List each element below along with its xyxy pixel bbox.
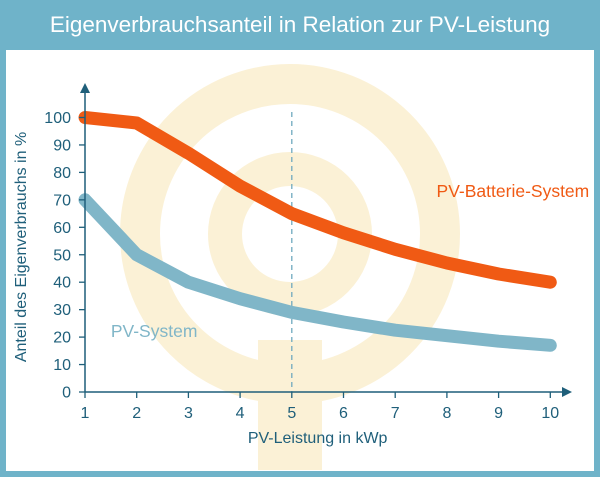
y-tick-label: 80 <box>53 165 71 182</box>
y-tick-label: 20 <box>53 330 71 347</box>
y-tick-label: 10 <box>53 357 71 374</box>
title-bar: Eigenverbrauchsanteil in Relation zur PV… <box>0 0 600 50</box>
y-tick-label: 40 <box>53 275 71 292</box>
y-tick-label: 50 <box>53 247 71 264</box>
x-tick-label: 2 <box>132 405 141 422</box>
watermark-logo <box>120 64 460 470</box>
x-tick-label: 6 <box>339 405 348 422</box>
series-label-pv-batterie-system: PV-Batterie-System <box>437 181 590 201</box>
line-chart: 1 2 3 4 5 6 7 8 9 10 0 10 20 30 40 50 60 70 80 90 100 PV-Ba… <box>13 64 589 470</box>
x-tick-label: 7 <box>391 405 400 422</box>
x-tick-label: 5 <box>287 405 296 422</box>
series-line-pv-system <box>78 193 557 352</box>
series-line-pv-batterie-system <box>78 111 557 289</box>
y-ticks: 0 10 20 30 40 50 60 70 80 90 100 <box>44 110 85 402</box>
watermark-stem <box>258 340 322 470</box>
y-tick-label: 90 <box>53 137 71 154</box>
x-axis-label: PV-Leistung in kWp <box>248 430 388 447</box>
x-axis-arrow <box>562 387 572 397</box>
x-tick-label: 3 <box>184 405 193 422</box>
x-tick-label: 1 <box>81 405 90 422</box>
y-tick-label: 0 <box>62 385 71 402</box>
chart-title: Eigenverbrauchsanteil in Relation zur PV… <box>49 12 551 37</box>
y-tick-label: 100 <box>44 110 71 127</box>
y-axis-label: Anteil des Eigenverbrauchs in % <box>13 132 30 362</box>
y-tick-label: 30 <box>53 302 71 319</box>
series-label-pv-system: PV-System <box>111 321 198 341</box>
axes <box>80 83 572 397</box>
series-labels: PV-Batterie-System PV-System <box>111 181 589 341</box>
x-tick-label: 10 <box>541 405 559 422</box>
y-axis-arrow <box>80 83 90 93</box>
x-tick-label: 4 <box>236 405 245 422</box>
x-tick-label: 9 <box>494 405 503 422</box>
series-layer <box>78 111 557 352</box>
x-tick-label: 8 <box>442 405 451 422</box>
x-ticks: 1 2 3 4 5 6 7 8 9 10 <box>81 392 559 422</box>
y-tick-label: 60 <box>53 220 71 237</box>
y-tick-label: 70 <box>53 192 71 209</box>
chart-panel: 1 2 3 4 5 6 7 8 9 10 0 10 20 30 40 50 60 70 80 90 100 PV-Ba… <box>6 50 594 471</box>
